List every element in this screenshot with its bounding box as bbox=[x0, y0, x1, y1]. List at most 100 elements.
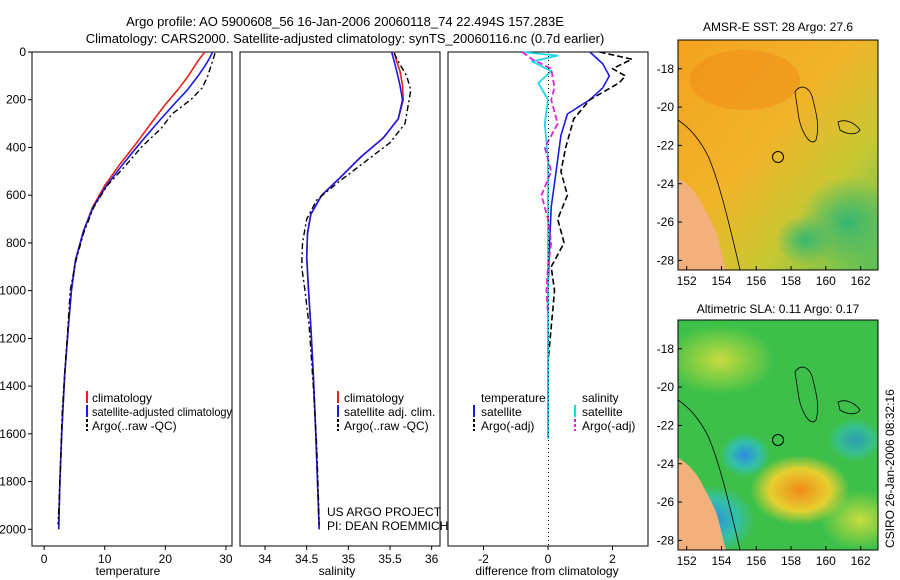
temperature-ytick-label: 800 bbox=[6, 236, 26, 250]
sla_map-xtick-label: 158 bbox=[781, 554, 801, 568]
sla_map-ytick-label: -24 bbox=[657, 457, 675, 471]
temperature-ytick-label: 0 bbox=[19, 45, 26, 59]
legend-climatology: climatology bbox=[92, 391, 152, 405]
temperature-series-argo-raw-qc- bbox=[57, 52, 216, 525]
sst_map-ytick-label: -20 bbox=[657, 100, 675, 114]
sst_map-xtick-label: 152 bbox=[677, 274, 697, 288]
difference-xtick-label: -2 bbox=[478, 552, 489, 566]
salinity-xtick-label: 35 bbox=[342, 552, 356, 566]
sla_map-ytick-label: -18 bbox=[657, 342, 675, 356]
salinity-axis-label: salinity bbox=[319, 564, 356, 578]
sla-argo-float-marker bbox=[772, 434, 784, 446]
temperature-plot-frame bbox=[31, 51, 233, 547]
sla_map-xtick-label: 160 bbox=[816, 554, 836, 568]
sst_map-xtick-label: 154 bbox=[711, 274, 731, 288]
temperature-xtick-label: 30 bbox=[219, 552, 233, 566]
sla-map-title: Altimetric SLA: 0.11 Argo: 0.17 bbox=[697, 302, 860, 316]
salinity-xtick-label: 34 bbox=[258, 552, 272, 566]
sla-high-patch bbox=[678, 325, 775, 395]
temperature-ytick-label: 200 bbox=[6, 93, 26, 107]
legend-temperature-argo: Argo(-adj) bbox=[481, 419, 534, 433]
temperature-ytick-label: 1800 bbox=[0, 475, 26, 489]
legend-climatology: climatology bbox=[344, 391, 404, 405]
temperature-xtick-label: 0 bbox=[41, 552, 48, 566]
salinity-xtick-label: 35.5 bbox=[378, 552, 402, 566]
legend-satellite-adjusted: satellite-adjusted climatology bbox=[92, 405, 232, 419]
sst_map-xtick-label: 162 bbox=[851, 274, 871, 288]
sst-reef-contour bbox=[794, 86, 819, 143]
salinity-legend: climatology satellite adj. clim. Argo(..… bbox=[337, 391, 435, 433]
sla-contour bbox=[678, 399, 741, 550]
sla_map-ytick-label: -26 bbox=[657, 495, 675, 509]
sla_map-ytick-label: -22 bbox=[657, 418, 675, 432]
sst-map-frame bbox=[677, 39, 879, 271]
sst_map-ytick-label: -26 bbox=[657, 215, 675, 229]
temperature-series-satellite-adjusted-climatology bbox=[57, 51, 214, 530]
figure-title-line2: Climatology: CARS2000. Satellite-adjuste… bbox=[86, 31, 605, 46]
sla_map-ytick-label: -20 bbox=[657, 380, 675, 394]
legend-argo: Argo(..raw -QC) bbox=[344, 419, 429, 433]
difference-xtick-label: 2 bbox=[609, 552, 616, 566]
sst-contour bbox=[678, 119, 741, 270]
legend-temperature-satellite: satellite bbox=[481, 405, 522, 419]
sla_map-xtick-label: 154 bbox=[711, 554, 731, 568]
legend-salinity-satellite: satellite bbox=[582, 405, 623, 419]
difference-legend: temperature satellite Argo(-adj) salinit… bbox=[473, 391, 635, 433]
sla-land bbox=[678, 458, 726, 550]
temperature-ytick-label: 1400 bbox=[0, 379, 26, 393]
salinity-series-climatology bbox=[305, 51, 405, 530]
sla_map-xtick-label: 156 bbox=[746, 554, 766, 568]
sst-argo-float-marker bbox=[772, 151, 784, 163]
legend-salinity-heading: salinity bbox=[582, 391, 619, 405]
sla_map-xtick-label: 162 bbox=[851, 554, 871, 568]
sla-high-patch bbox=[820, 490, 878, 550]
sla-low-patch bbox=[827, 418, 878, 462]
salinity-plot-frame bbox=[239, 51, 441, 547]
project-credit: US ARGO PROJECT bbox=[327, 505, 442, 519]
sla_map-ytick-label: -28 bbox=[657, 533, 675, 547]
salinity-xtick-label: 34.5 bbox=[295, 552, 319, 566]
sst_map-xtick-label: 160 bbox=[816, 274, 836, 288]
difference-series-salinity-argo-adj- bbox=[521, 51, 559, 315]
sla-map bbox=[678, 320, 878, 550]
salinity-series-argo-raw-qc- bbox=[301, 52, 412, 525]
sst-cool-patch bbox=[775, 215, 835, 265]
temperature-ytick-label: 1200 bbox=[0, 331, 26, 345]
difference-axis-label: difference from climatology bbox=[475, 564, 618, 578]
temperature-ytick-label: 2000 bbox=[0, 522, 26, 536]
sst-reef-contour bbox=[837, 120, 861, 135]
sla-reef-contour bbox=[837, 400, 861, 415]
legend-satellite-adj-clim: satellite adj. clim. bbox=[344, 405, 435, 419]
temperature-series-climatology bbox=[57, 51, 206, 530]
difference-series-temperature-satellite bbox=[547, 51, 611, 439]
sla-map-frame bbox=[677, 319, 879, 551]
legend-argo: Argo(..raw -QC) bbox=[92, 419, 177, 433]
sst_map-xtick-label: 158 bbox=[781, 274, 801, 288]
difference-xtick-label: 0 bbox=[545, 552, 552, 566]
temperature-ytick-label: 600 bbox=[6, 188, 26, 202]
sst_map-ytick-label: -28 bbox=[657, 253, 675, 267]
sst_map-xtick-label: 156 bbox=[746, 274, 766, 288]
salinity-xtick-label: 36 bbox=[425, 552, 439, 566]
sla-reef-contour bbox=[794, 366, 819, 423]
legend-temperature-heading: temperature bbox=[481, 391, 546, 405]
difference-series-temperature-argo-adj- bbox=[547, 51, 633, 439]
difference-series-salinity-satellite bbox=[522, 51, 559, 439]
sla_map-xtick-label: 152 bbox=[677, 554, 697, 568]
timestamp-credit: CSIRO 26-Jan-2006 08:32:16 bbox=[883, 389, 897, 548]
temperature-xtick-label: 20 bbox=[159, 552, 173, 566]
temperature-legend: climatology satellite-adjusted climatolo… bbox=[86, 391, 232, 433]
temperature-xtick-label: 10 bbox=[98, 552, 112, 566]
sst-warm-patch bbox=[690, 50, 800, 110]
pi-credit: PI: DEAN ROEMMICH bbox=[327, 519, 448, 533]
temperature-axis-label: temperature bbox=[96, 564, 161, 578]
sst_map-ytick-label: -22 bbox=[657, 138, 675, 152]
sst-land bbox=[678, 178, 726, 270]
salinity-series-satellite-adj-clim- bbox=[305, 51, 404, 530]
temperature-ytick-label: 1000 bbox=[0, 284, 26, 298]
sst_map-ytick-label: -18 bbox=[657, 62, 675, 76]
sla-low-patch bbox=[720, 433, 770, 477]
sst-map bbox=[678, 40, 878, 270]
figure-title-line1: Argo profile: AO 5900608_56 16-Jan-2006 … bbox=[126, 14, 564, 29]
